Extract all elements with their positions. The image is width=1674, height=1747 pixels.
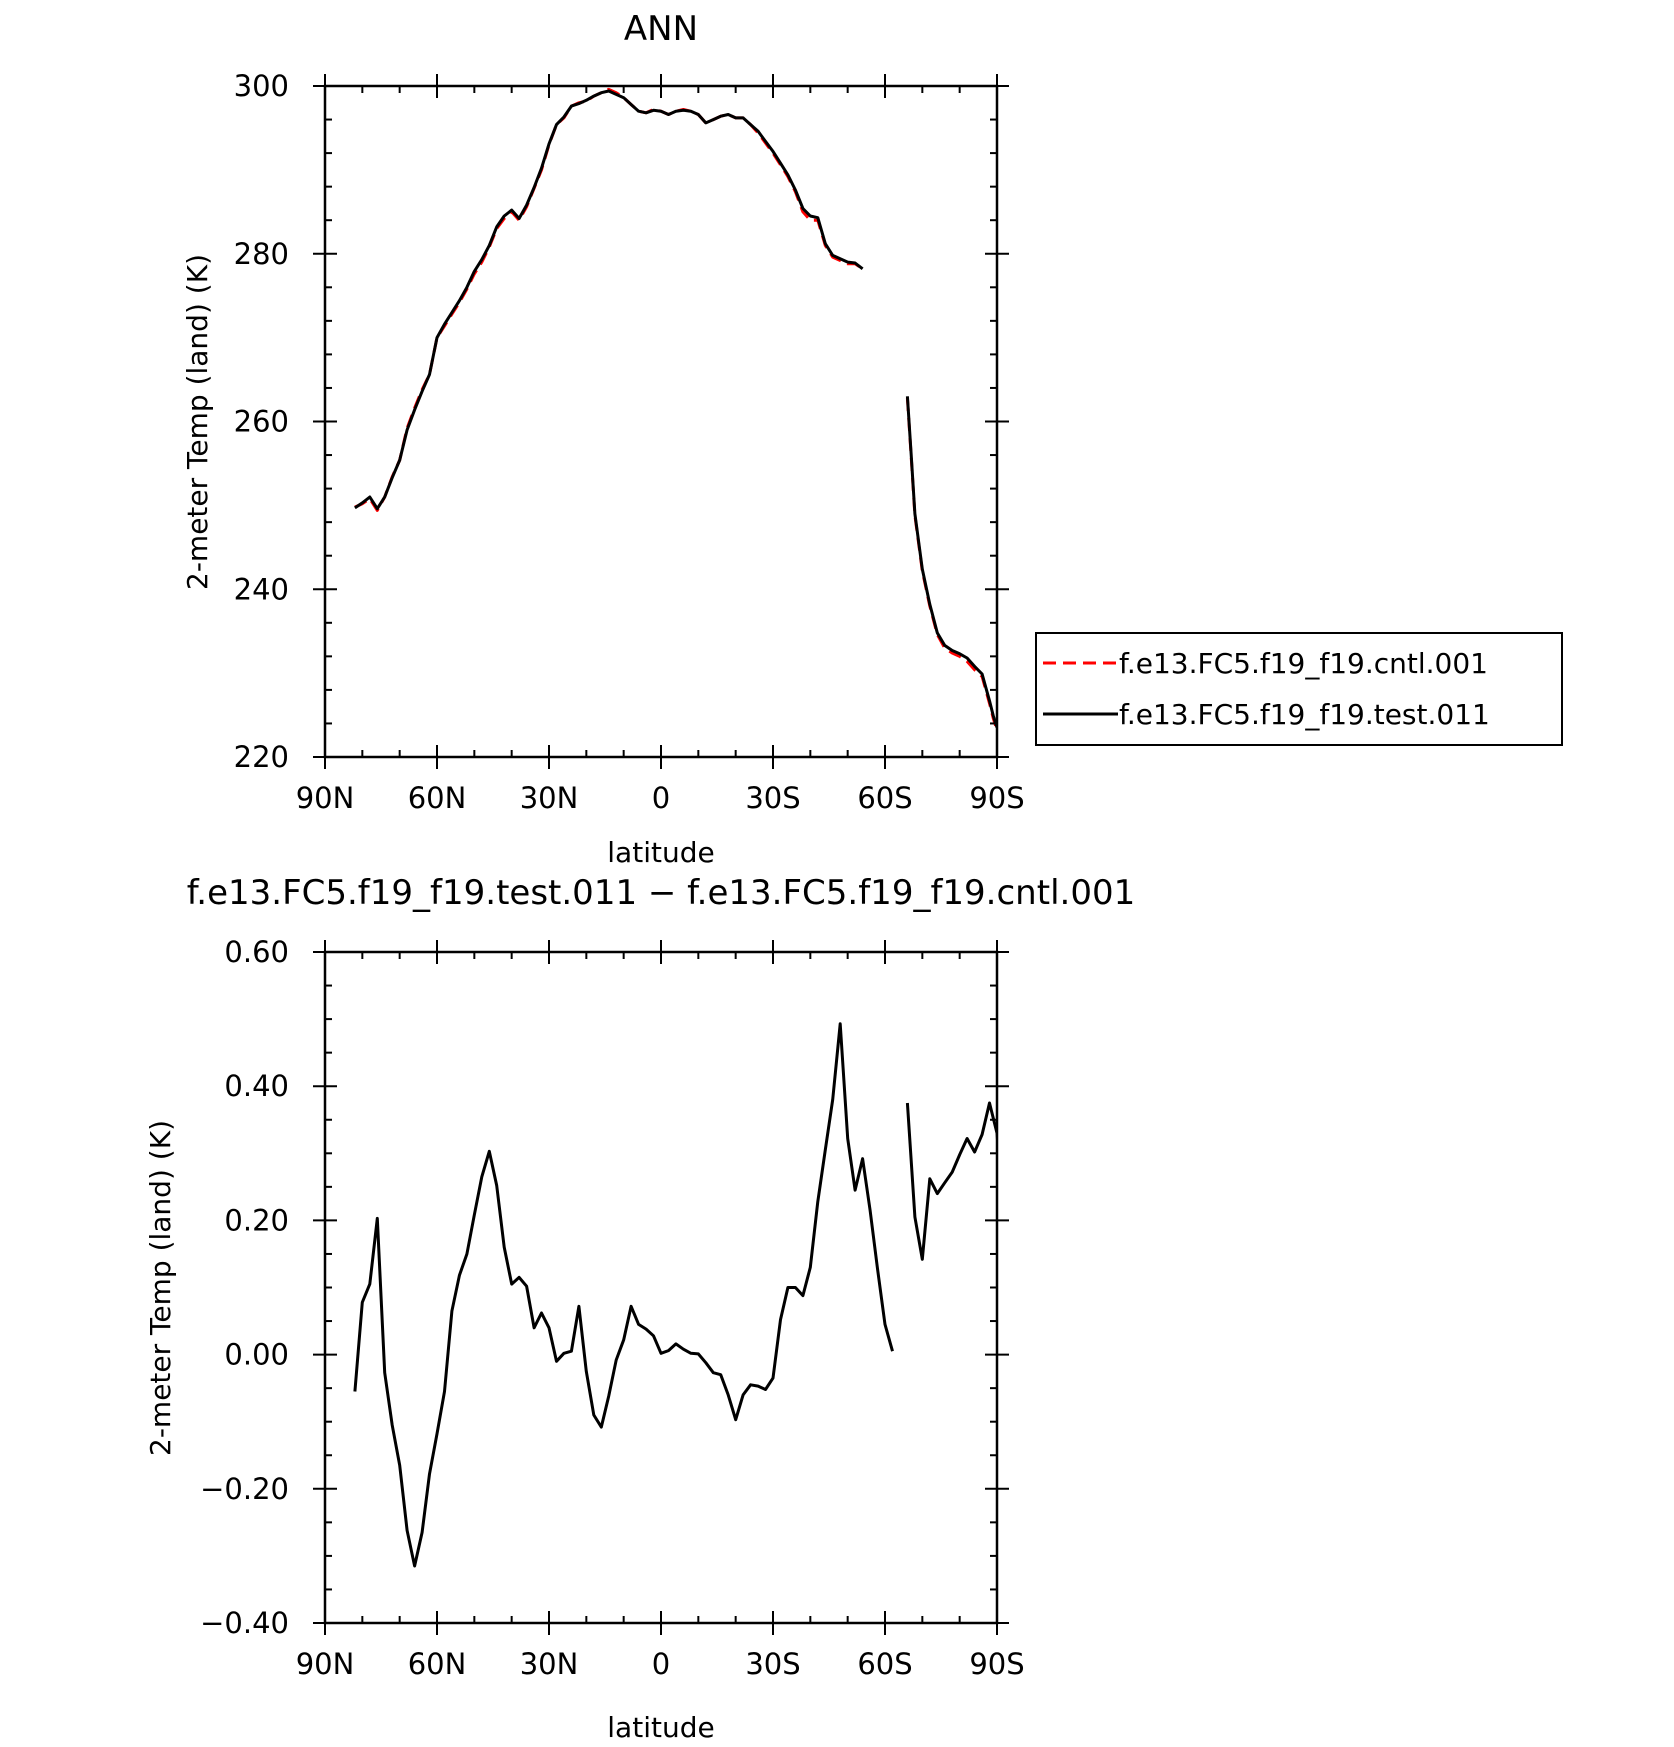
x-tick-label: 90S: [969, 781, 1024, 815]
bottom-difference-chart: f.e13.FC5.f19_f19.test.011 − f.e13.FC5.f…: [144, 873, 1135, 1744]
x-tick-label: 60N: [408, 781, 467, 815]
x-tick-label: 90N: [296, 1647, 355, 1681]
x-tick-label: 60N: [408, 1647, 467, 1681]
top-line-chart: ANN 90N 60N 30N 0 30S 60S 90S 220 240 260 280 300 l…: [181, 9, 1025, 869]
y-tick-label: 300: [234, 69, 289, 103]
y-tick-label: 280: [234, 237, 289, 271]
y-tick-label: −0.40: [200, 1606, 289, 1640]
bottom-chart-series: [353, 1022, 997, 1568]
x-tick-label: 0: [652, 781, 670, 815]
x-tick-label: 90S: [969, 1647, 1024, 1681]
y-tick-label: 240: [234, 572, 289, 606]
x-tick-label: 30N: [520, 781, 579, 815]
y-tick-label: 220: [234, 740, 289, 774]
top-chart-x-axis-title: latitude: [607, 836, 714, 869]
x-tick-label: 0: [652, 1647, 670, 1681]
bottom-chart-y-axis-title: 2-meter Temp (land) (K): [144, 1120, 177, 1456]
legend-label-cntl: f.e13.FC5.f19_f19.cntl.001: [1119, 647, 1488, 680]
top-chart-axes: 90N 60N 30N 0 30S 60S 90S 220 240 260 280 300: [234, 69, 1025, 815]
legend-label-test: f.e13.FC5.f19_f19.test.011: [1119, 698, 1490, 731]
bottom-chart-axes: 90N 60N 30N 0 30S 60S 90S −0.40 −0.20 0.00 0.20 0.4…: [200, 935, 1025, 1681]
legend-box: [1035, 632, 1563, 746]
x-tick-label: 60S: [857, 1647, 912, 1681]
y-tick-label: 0.60: [224, 935, 289, 969]
y-tick-label: −0.20: [200, 1472, 289, 1506]
legend: f.e13.FC5.f19_f19.cntl.001 f.e13.FC5.f19…: [1035, 632, 1563, 746]
y-tick-label: 0.40: [224, 1069, 289, 1103]
bottom-chart-x-axis-title: latitude: [607, 1711, 714, 1744]
plot-frame: [323, 950, 999, 1625]
y-tick-label: 260: [234, 405, 289, 439]
series-1-segment-1: [905, 396, 997, 729]
x-tick-label: 90N: [296, 781, 355, 815]
y-tick-label: 0.00: [224, 1338, 289, 1372]
series-1-segment-0: [354, 89, 864, 511]
y-tick-label: 0.20: [224, 1203, 289, 1237]
x-tick-label: 30S: [745, 1647, 800, 1681]
top-chart-title: ANN: [624, 9, 698, 49]
series-0-segment-0: [354, 87, 864, 512]
top-chart-series: [354, 87, 997, 731]
top-chart-y-axis-title: 2-meter Temp (land) (K): [181, 254, 214, 590]
series-0-segment-1: [905, 1101, 997, 1261]
x-tick-label: 30S: [745, 781, 800, 815]
series-0-segment-0: [353, 1022, 894, 1568]
bottom-chart-title: f.e13.FC5.f19_f19.test.011 − f.e13.FC5.f…: [187, 873, 1135, 913]
x-tick-label: 30N: [520, 1647, 579, 1681]
plot-frame: [323, 84, 999, 759]
x-tick-label: 60S: [857, 781, 912, 815]
